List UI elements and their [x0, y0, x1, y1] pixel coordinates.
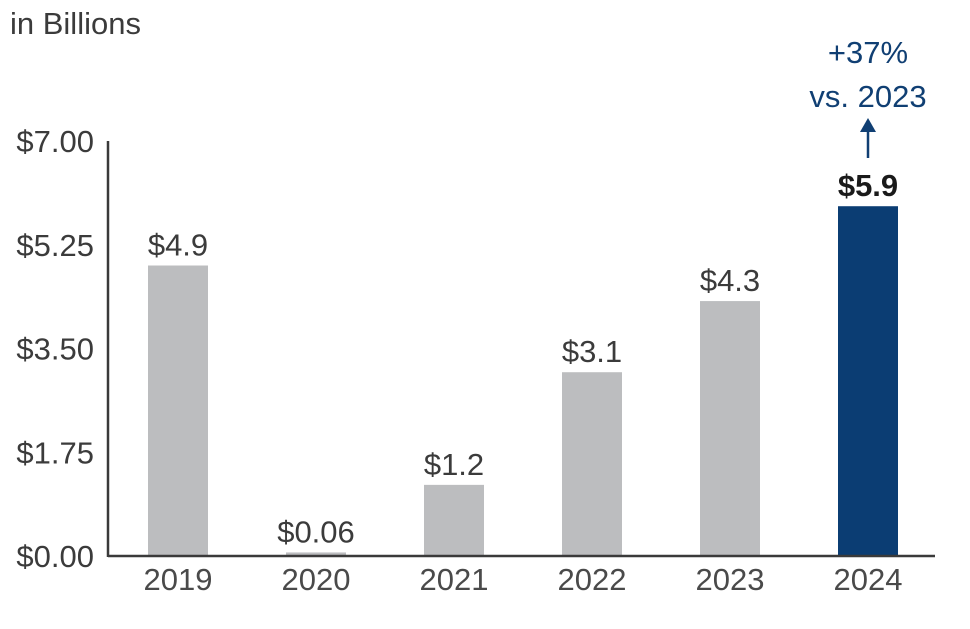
- bar-2019: [148, 265, 208, 556]
- bar-2020: [286, 552, 346, 556]
- x-tick-label: 2021: [420, 562, 489, 597]
- data-label-2019: $4.9: [148, 228, 208, 263]
- x-tick-label: 2024: [834, 562, 903, 597]
- y-axis-ticks: $0.00 $1.75 $3.50 $5.25 $7.00: [16, 124, 94, 574]
- data-label-2022: $3.1: [562, 334, 622, 369]
- bar-2021: [424, 484, 484, 556]
- data-labels: $4.9 $0.06 $1.2 $3.1 $4.3 $5.9: [148, 168, 898, 549]
- growth-annotation: +37% vs. 2023: [809, 35, 927, 158]
- y-tick-label: $7.00: [16, 124, 94, 159]
- y-tick-label: $5.25: [16, 228, 94, 263]
- data-label-2024: $5.9: [838, 168, 898, 203]
- data-label-2023: $4.3: [700, 263, 760, 298]
- data-label-2020: $0.06: [277, 514, 355, 549]
- x-axis-ticks: 2019 2020 2021 2022 2023 2024: [144, 562, 903, 597]
- y-tick-label: $0.00: [16, 539, 94, 574]
- data-label-2021: $1.2: [424, 447, 484, 482]
- bars: [148, 206, 898, 556]
- x-tick-label: 2020: [282, 562, 351, 597]
- bar-2024: [838, 206, 898, 556]
- x-tick-label: 2023: [696, 562, 765, 597]
- bar-2022: [562, 372, 622, 556]
- unit-label: in Billions: [10, 6, 141, 41]
- annotation-percent: +37%: [828, 35, 908, 70]
- y-tick-label: $1.75: [16, 435, 94, 470]
- annotation-comparison: vs. 2023: [809, 79, 926, 114]
- x-tick-label: 2019: [144, 562, 213, 597]
- bar-2023: [700, 301, 760, 556]
- x-tick-label: 2022: [558, 562, 627, 597]
- y-tick-label: $3.50: [16, 332, 94, 367]
- arrow-up-icon: [860, 118, 876, 132]
